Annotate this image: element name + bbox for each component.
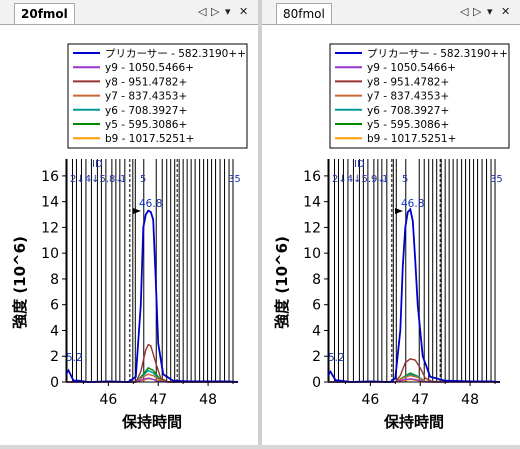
- series-line-0: [327, 207, 501, 383]
- peak-annotation: 46.8: [133, 198, 162, 214]
- id-row-mid2: 5: [140, 174, 146, 185]
- x-tick-label: 47: [411, 392, 429, 408]
- y-tick-label: 4: [50, 323, 59, 339]
- series-line-0: [65, 209, 239, 383]
- tab-close-icon[interactable]: ✕: [239, 5, 249, 18]
- legend-label: b9 - 1017.5251+: [105, 133, 194, 145]
- y-tick-label: 12: [41, 220, 59, 236]
- y-tick-label: 2: [312, 349, 321, 365]
- legend-label: y9 - 1050.5466+: [367, 62, 456, 74]
- y-tick-label: 14: [41, 195, 59, 211]
- pane-splitter[interactable]: [258, 0, 262, 445]
- peak-annotation: 46.8: [395, 198, 424, 214]
- legend-label: プリカーサー - 582.3190++: [105, 48, 246, 60]
- y-tick-label: 16: [303, 169, 321, 185]
- x-tick-label: 48: [461, 392, 479, 408]
- y-tick-label: 6: [50, 298, 59, 314]
- y-axis-title: 強度 (10^6): [273, 236, 291, 329]
- peak-arrow-icon: [395, 208, 403, 214]
- x-tick-label: 46: [99, 392, 117, 408]
- y-tick-label: 10: [41, 246, 59, 262]
- marker-lines: [328, 159, 496, 382]
- legend-label: y7 - 837.4353+: [367, 91, 449, 103]
- x-axis-title: 保持時間: [121, 413, 182, 431]
- id-row-mid: 1: [382, 174, 388, 185]
- edge-peak-label: 5.2: [328, 352, 345, 364]
- tab-80fmol[interactable]: 80fmol: [276, 3, 332, 24]
- y-tick-label: 10: [303, 246, 321, 262]
- id-row-left: 2↓4↓5.9↓: [332, 174, 386, 185]
- peak-arrow-icon: [133, 208, 141, 214]
- y-axis-title: 強度 (10^6): [11, 236, 29, 329]
- y-tick-label: 0: [312, 375, 321, 391]
- tab-scroll-left-icon[interactable]: ◁: [198, 5, 207, 18]
- edge-peak-label: 5.2: [66, 352, 83, 364]
- id-row-right: 35: [490, 174, 503, 185]
- tab-menu-chevron-down-icon[interactable]: ▾: [225, 5, 231, 18]
- id-row-left: 2↓4↓5.8↓: [70, 174, 124, 185]
- legend: プリカーサー - 582.3190++ y9 - 1050.5466+ y8 - 9…: [329, 43, 510, 149]
- legend-label: プリカーサー - 582.3190++: [367, 48, 508, 60]
- series-line-2: [66, 343, 238, 383]
- id-row-right: 35: [228, 174, 241, 185]
- tab-strip: 80fmol ◁ ▷ ▾ ✕: [262, 0, 520, 25]
- legend-label: b9 - 1017.5251+: [367, 133, 456, 145]
- tab-scroll-right-icon[interactable]: ▷: [473, 5, 482, 18]
- legend-label: y8 - 951.4782+: [367, 76, 449, 88]
- x-tick-label: 48: [199, 392, 217, 408]
- chromatogram-pane-20fmol: 20fmol ◁ ▷ ▾ ✕ プリカーサー - 582.3190++ y9 - 1…: [0, 0, 258, 445]
- y-tick-label: 16: [41, 169, 59, 185]
- tab-menu-chevron-down-icon[interactable]: ▾: [487, 5, 493, 18]
- id-label: ID: [92, 159, 103, 170]
- tab-strip: 20fmol ◁ ▷ ▾ ✕: [0, 0, 258, 25]
- series-line-2: [328, 358, 500, 383]
- chart-area[interactable]: プリカーサー - 582.3190++ y9 - 1050.5466+ y8 - 9…: [0, 25, 258, 445]
- x-axis-title: 保持時間: [383, 413, 444, 431]
- chromatogram-chart[interactable]: プリカーサー - 582.3190++ y9 - 1050.5466+ y8 - 9…: [262, 25, 520, 445]
- peak-label: 46.8: [401, 198, 424, 210]
- y-tick-label: 6: [312, 298, 321, 314]
- x-tick-label: 47: [149, 392, 167, 408]
- tab-20fmol[interactable]: 20fmol: [14, 3, 75, 24]
- legend-label: y7 - 837.4353+: [105, 91, 187, 103]
- legend: プリカーサー - 582.3190++ y9 - 1050.5466+ y8 - 9…: [67, 43, 248, 149]
- tab-scroll-left-icon[interactable]: ◁: [460, 5, 469, 18]
- legend-label: y9 - 1050.5466+: [105, 62, 194, 74]
- peak-label: 46.8: [139, 198, 162, 210]
- y-tick-label: 2: [50, 349, 59, 365]
- legend-label: y6 - 708.3927+: [105, 105, 187, 117]
- id-row-mid: 1: [120, 174, 126, 185]
- tab-close-icon[interactable]: ✕: [501, 5, 511, 18]
- chromatogram-pane-80fmol: 80fmol ◁ ▷ ▾ ✕ プリカーサー - 582.3190++ y9 - 1…: [262, 0, 520, 445]
- x-tick-label: 46: [361, 392, 379, 408]
- chromatogram-chart[interactable]: プリカーサー - 582.3190++ y9 - 1050.5466+ y8 - 9…: [0, 25, 258, 445]
- id-label: ID: [354, 159, 365, 170]
- legend-label: y8 - 951.4782+: [105, 76, 187, 88]
- y-tick-label: 8: [312, 272, 321, 288]
- legend-label: y5 - 595.3086+: [105, 119, 187, 131]
- y-tick-label: 4: [312, 323, 321, 339]
- y-tick-label: 0: [50, 375, 59, 391]
- tab-scroll-right-icon[interactable]: ▷: [211, 5, 220, 18]
- chart-area[interactable]: プリカーサー - 582.3190++ y9 - 1050.5466+ y8 - 9…: [262, 25, 520, 445]
- y-tick-label: 8: [50, 272, 59, 288]
- marker-lines: [66, 159, 234, 382]
- legend-label: y6 - 708.3927+: [367, 105, 449, 117]
- id-row-mid2: 5: [402, 174, 408, 185]
- legend-label: y5 - 595.3086+: [367, 119, 449, 131]
- y-tick-label: 12: [303, 220, 321, 236]
- y-tick-label: 14: [303, 195, 321, 211]
